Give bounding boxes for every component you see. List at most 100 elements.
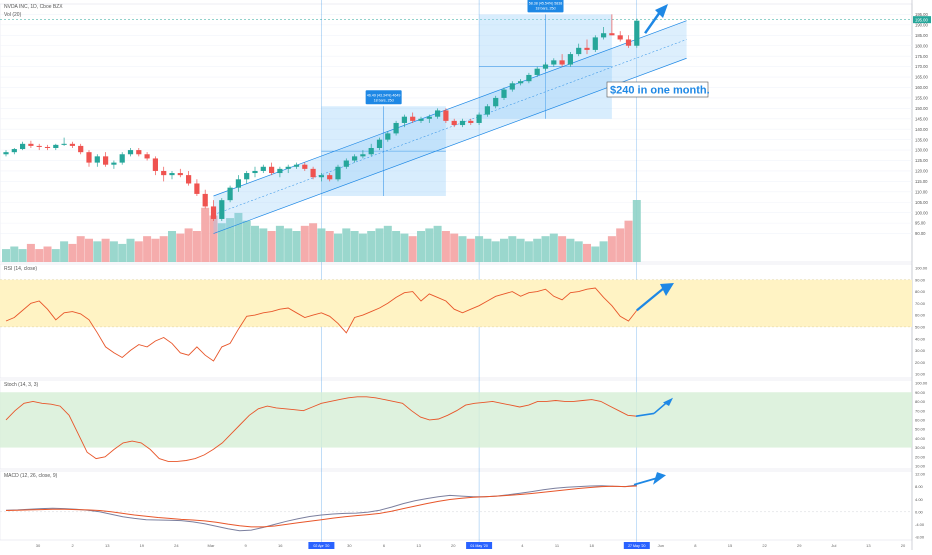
volume-bar	[458, 236, 467, 262]
candle[interactable]	[269, 162, 275, 176]
volume-bar	[400, 233, 409, 262]
candle-body	[493, 97, 499, 107]
candle[interactable]	[343, 158, 349, 169]
candle[interactable]	[293, 162, 300, 169]
candle[interactable]	[484, 104, 490, 117]
candle[interactable]	[252, 166, 258, 178]
candle[interactable]	[418, 116, 424, 123]
candle[interactable]	[152, 156, 158, 176]
time-tick-label: 4	[521, 543, 524, 548]
candle[interactable]	[609, 14, 615, 36]
candle[interactable]	[61, 137, 67, 146]
candle[interactable]	[327, 173, 333, 182]
candle[interactable]	[119, 152, 125, 165]
candle[interactable]	[617, 31, 623, 42]
candle[interactable]	[302, 162, 308, 171]
candle[interactable]	[601, 26, 607, 40]
candle[interactable]	[567, 52, 573, 67]
candle[interactable]	[103, 152, 109, 167]
candle[interactable]	[186, 170, 192, 186]
candle[interactable]	[20, 141, 26, 151]
candle[interactable]	[534, 66, 540, 78]
channel-upper[interactable]	[213, 20, 687, 197]
candle[interactable]	[335, 164, 341, 182]
candle[interactable]	[318, 173, 324, 182]
candle[interactable]	[476, 112, 482, 126]
candle[interactable]	[161, 166, 167, 182]
candle[interactable]	[227, 185, 233, 203]
candle[interactable]	[443, 108, 449, 123]
candle[interactable]	[285, 164, 291, 174]
candle[interactable]	[401, 114, 407, 128]
volume-bar	[18, 249, 27, 262]
candle[interactable]	[368, 143, 374, 157]
candle[interactable]	[385, 131, 391, 142]
candle[interactable]	[235, 175, 241, 192]
volume-bar	[43, 246, 52, 262]
candle[interactable]	[310, 166, 316, 180]
candle[interactable]	[625, 35, 632, 48]
candle[interactable]	[634, 18, 640, 48]
candle[interactable]	[518, 79, 524, 86]
date-marker-label: 27 May '20	[628, 544, 645, 548]
candle[interactable]	[169, 170, 175, 180]
candle[interactable]	[111, 160, 117, 169]
candle-body	[584, 47, 590, 50]
candle[interactable]	[177, 168, 183, 178]
candle[interactable]	[260, 164, 266, 174]
volume-bar	[2, 249, 10, 262]
annotation-box[interactable]	[606, 81, 709, 98]
candle[interactable]	[551, 58, 557, 67]
candle[interactable]	[542, 62, 549, 71]
candle-body	[534, 68, 540, 75]
candle[interactable]	[244, 170, 250, 184]
macd-tick-label: -4.00	[915, 522, 925, 527]
candle[interactable]	[376, 137, 383, 151]
candle[interactable]	[509, 81, 515, 92]
candle[interactable]	[526, 72, 532, 84]
candle[interactable]	[493, 95, 499, 109]
candle[interactable]	[459, 118, 466, 128]
stoch-arrow-head	[663, 397, 673, 407]
candle[interactable]	[127, 148, 134, 157]
volume-bar	[408, 236, 417, 262]
candle[interactable]	[78, 143, 84, 155]
candle[interactable]	[69, 141, 75, 148]
candle[interactable]	[36, 143, 42, 151]
candle[interactable]	[194, 179, 200, 196]
candle[interactable]	[202, 189, 208, 209]
candle[interactable]	[501, 87, 507, 100]
candle[interactable]	[28, 140, 34, 148]
rsi-line	[5, 287, 638, 362]
candle[interactable]	[277, 166, 283, 178]
candle[interactable]	[468, 118, 474, 126]
candle[interactable]	[144, 152, 150, 161]
candle-body	[484, 106, 490, 115]
candle[interactable]	[53, 143, 59, 151]
candle[interactable]	[94, 154, 100, 167]
candle[interactable]	[592, 35, 598, 52]
candle-body	[601, 33, 607, 38]
candle[interactable]	[86, 150, 92, 167]
candle[interactable]	[360, 150, 366, 159]
candle[interactable]	[219, 198, 225, 222]
candle[interactable]	[584, 39, 590, 55]
candle[interactable]	[559, 54, 565, 67]
candle[interactable]	[3, 150, 9, 157]
candle[interactable]	[393, 120, 399, 136]
candle[interactable]	[352, 154, 358, 163]
candle[interactable]	[136, 148, 142, 157]
volume-bar	[26, 243, 35, 262]
candle[interactable]	[410, 112, 416, 123]
candle[interactable]	[576, 43, 582, 57]
volume-bar	[267, 231, 276, 262]
candle[interactable]	[435, 108, 441, 119]
candle[interactable]	[426, 114, 432, 123]
candle[interactable]	[44, 144, 51, 151]
candle[interactable]	[210, 200, 217, 222]
candle[interactable]	[11, 148, 17, 155]
candle-body	[617, 35, 623, 40]
candle[interactable]	[451, 118, 457, 128]
candle-body	[335, 166, 341, 180]
